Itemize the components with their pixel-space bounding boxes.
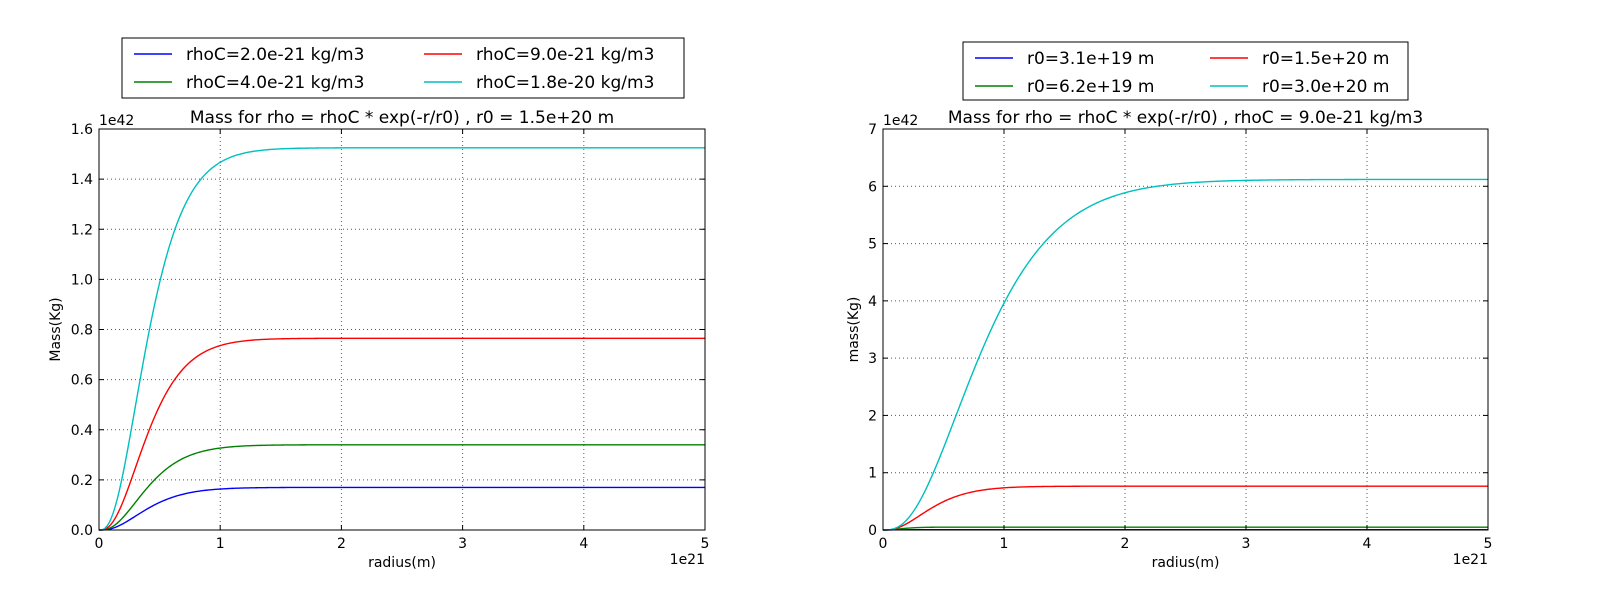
x-tick-label: 2 (337, 536, 346, 552)
x-tick-label: 5 (1484, 536, 1493, 552)
legend-label: r0=3.1e+19 m (1027, 49, 1154, 69)
chart-title: Mass for rho = rhoC * exp(-r/r0) , r0 = … (190, 108, 614, 128)
legend-label: rhoC=9.0e-21 kg/m3 (476, 45, 654, 65)
legend-label: rhoC=4.0e-21 kg/m3 (186, 73, 364, 93)
x-tick-label: 4 (579, 536, 588, 552)
x-tick-label: 2 (1121, 536, 1130, 552)
series-line-3 (98, 337, 705, 531)
x-axis-label: radius(m) (1152, 555, 1220, 571)
x-tick-label: 4 (1363, 536, 1372, 552)
legend-box (962, 41, 1409, 101)
x-tick-label: 3 (458, 536, 467, 552)
y-tick-label: 5 (868, 237, 877, 253)
plot-area (99, 129, 705, 530)
y-tick-label: 1.6 (71, 122, 93, 138)
y-tick-label: 1.4 (71, 172, 93, 188)
y-tick-label: 1 (868, 466, 877, 482)
x-tick-label: 0 (95, 536, 104, 552)
x-tick-label: 3 (1242, 536, 1251, 552)
y-tick-label: 2 (868, 408, 877, 424)
y-tick-label: 0.4 (71, 423, 93, 439)
series-line-2 (882, 526, 1488, 531)
chart-2: 0 1 2 3 4 5 0 1 2 3 4 5 6 7 1e21 1e42 Mass for rho = rho… (846, 41, 1493, 571)
legend: r0=3.1e+19 m r0=6.2e+19 m r0=1.5e+20 m r0=3… (962, 41, 1409, 101)
y-axis-label: mass(Kg) (846, 297, 862, 363)
legend-label: rhoC=2.0e-21 kg/m3 (186, 45, 364, 65)
y-tick-label: 1.2 (71, 222, 93, 238)
y-tick-label: 4 (868, 294, 877, 310)
legend-label: r0=6.2e+19 m (1027, 77, 1154, 97)
y-tick-label: 0.2 (71, 473, 93, 489)
y-tick-label: 0.0 (71, 523, 93, 539)
chart-title: Mass for rho = rhoC * exp(-r/r0) , rhoC … (948, 108, 1423, 128)
legend: rhoC=2.0e-21 kg/m3 rhoC=4.0e-21 kg/m3 rhoC… (121, 37, 685, 99)
plot-area (883, 129, 1488, 530)
y-tick-label: 0 (868, 523, 877, 539)
y-tick-label: 0.8 (71, 323, 93, 339)
legend-label: r0=3.0e+20 m (1262, 77, 1389, 97)
chart-1: 0 1 2 3 4 5 0.0 0.2 0.4 0.6 0.8 1.0 1.2 1.4 1.6 1e21 1e4… (48, 37, 710, 571)
y-tick-label: 0.6 (71, 373, 93, 389)
legend-box (121, 37, 685, 99)
series-line-4 (98, 147, 705, 531)
y-offset-label: 1e42 (883, 113, 918, 129)
legend-label: r0=1.5e+20 m (1262, 49, 1389, 69)
x-offset-label: 1e21 (1453, 552, 1488, 568)
x-tick-label: 5 (701, 536, 710, 552)
y-offset-label: 1e42 (99, 113, 134, 129)
y-tick-label: 3 (868, 351, 877, 367)
axes-frame (882, 128, 1489, 531)
series-line-2 (98, 444, 705, 531)
x-tick-label: 0 (879, 536, 888, 552)
y-tick-label: 1.0 (71, 272, 93, 288)
y-axis-label: Mass(Kg) (48, 297, 64, 361)
y-tick-label: 6 (868, 179, 877, 195)
legend-label: rhoC=1.8e-20 kg/m3 (476, 73, 654, 93)
y-tick-label: 7 (868, 122, 877, 138)
series-line-1 (98, 486, 705, 531)
x-tick-label: 1 (1000, 536, 1009, 552)
x-axis-label: radius(m) (368, 555, 436, 571)
x-offset-label: 1e21 (670, 552, 705, 568)
x-tick-label: 1 (216, 536, 225, 552)
series-line-3 (882, 485, 1488, 531)
series-line-4 (882, 178, 1488, 531)
